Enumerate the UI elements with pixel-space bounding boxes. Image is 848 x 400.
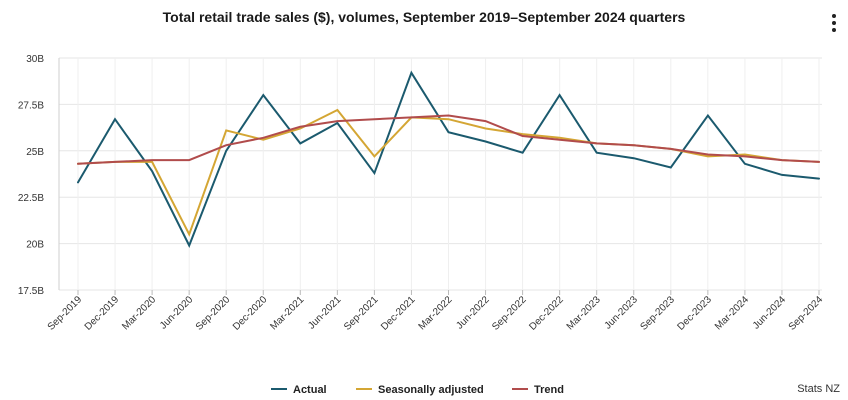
y-tick-label: 27.5B <box>18 100 44 111</box>
grid <box>59 57 822 291</box>
legend-label: Trend <box>534 384 564 396</box>
y-tick-label: 25B <box>26 147 44 158</box>
x-tick-label: Mar-2021 <box>268 294 306 332</box>
x-tick-label: Sep-2021 <box>342 294 381 333</box>
legend: Actual Seasonally adjusted Trend <box>271 384 564 396</box>
x-tick-label: Jun-2021 <box>306 294 344 332</box>
series-line-actual <box>77 70 820 248</box>
legend-item[interactable]: Actual <box>271 384 327 396</box>
more-vertical-icon-dot <box>832 14 836 18</box>
x-tick-label: Sep-2023 <box>638 294 677 333</box>
x-tick-label: Mar-2020 <box>120 294 158 332</box>
x-tick-label: Sep-2019 <box>46 294 85 333</box>
legend-item[interactable]: Seasonally adjusted <box>356 384 484 396</box>
y-tick-label: 30B <box>26 54 44 65</box>
series-line-trend <box>77 114 820 165</box>
x-tick-label: Dec-2019 <box>83 294 122 333</box>
x-tick-label: Jun-2023 <box>603 294 641 332</box>
x-tick-label: Dec-2022 <box>527 294 566 333</box>
x-tick-label: Dec-2023 <box>676 294 715 333</box>
y-tick-label: 17.5B <box>18 286 44 297</box>
legend-label: Actual <box>293 384 327 396</box>
more-vertical-icon-dot <box>832 28 836 32</box>
more-vertical-icon-dot <box>832 21 836 25</box>
y-tick-label: 20B <box>26 240 44 251</box>
x-tick-label: Mar-2023 <box>565 294 603 332</box>
more-options-button[interactable] <box>826 12 842 34</box>
series-line-seasonally-adjusted <box>77 108 820 237</box>
chart-title: Total retail trade sales ($), volumes, S… <box>162 9 686 25</box>
x-tick-label: Sep-2022 <box>490 294 529 333</box>
x-tick-label: Jun-2020 <box>158 294 196 332</box>
legend-item[interactable]: Trend <box>512 384 564 396</box>
x-tick-label: Sep-2024 <box>787 294 826 333</box>
source-label: Stats NZ <box>797 383 840 395</box>
legend-label: Seasonally adjusted <box>378 384 484 396</box>
axes: 17.5B 20B 22.5B 25B 27.5B 30B Sep-2019Dec-2019… <box>18 54 826 333</box>
series-lines <box>77 70 820 248</box>
x-tick-label: Sep-2020 <box>194 294 233 333</box>
x-tick-label: Dec-2021 <box>379 294 418 333</box>
x-tick-label: Jun-2024 <box>751 294 789 332</box>
y-tick-label: 22.5B <box>18 193 44 204</box>
x-tick-label: Dec-2020 <box>231 294 270 333</box>
x-tick-label: Mar-2022 <box>417 294 455 332</box>
x-tick-label: Mar-2024 <box>713 294 751 332</box>
x-tick-label: Jun-2022 <box>454 294 492 332</box>
